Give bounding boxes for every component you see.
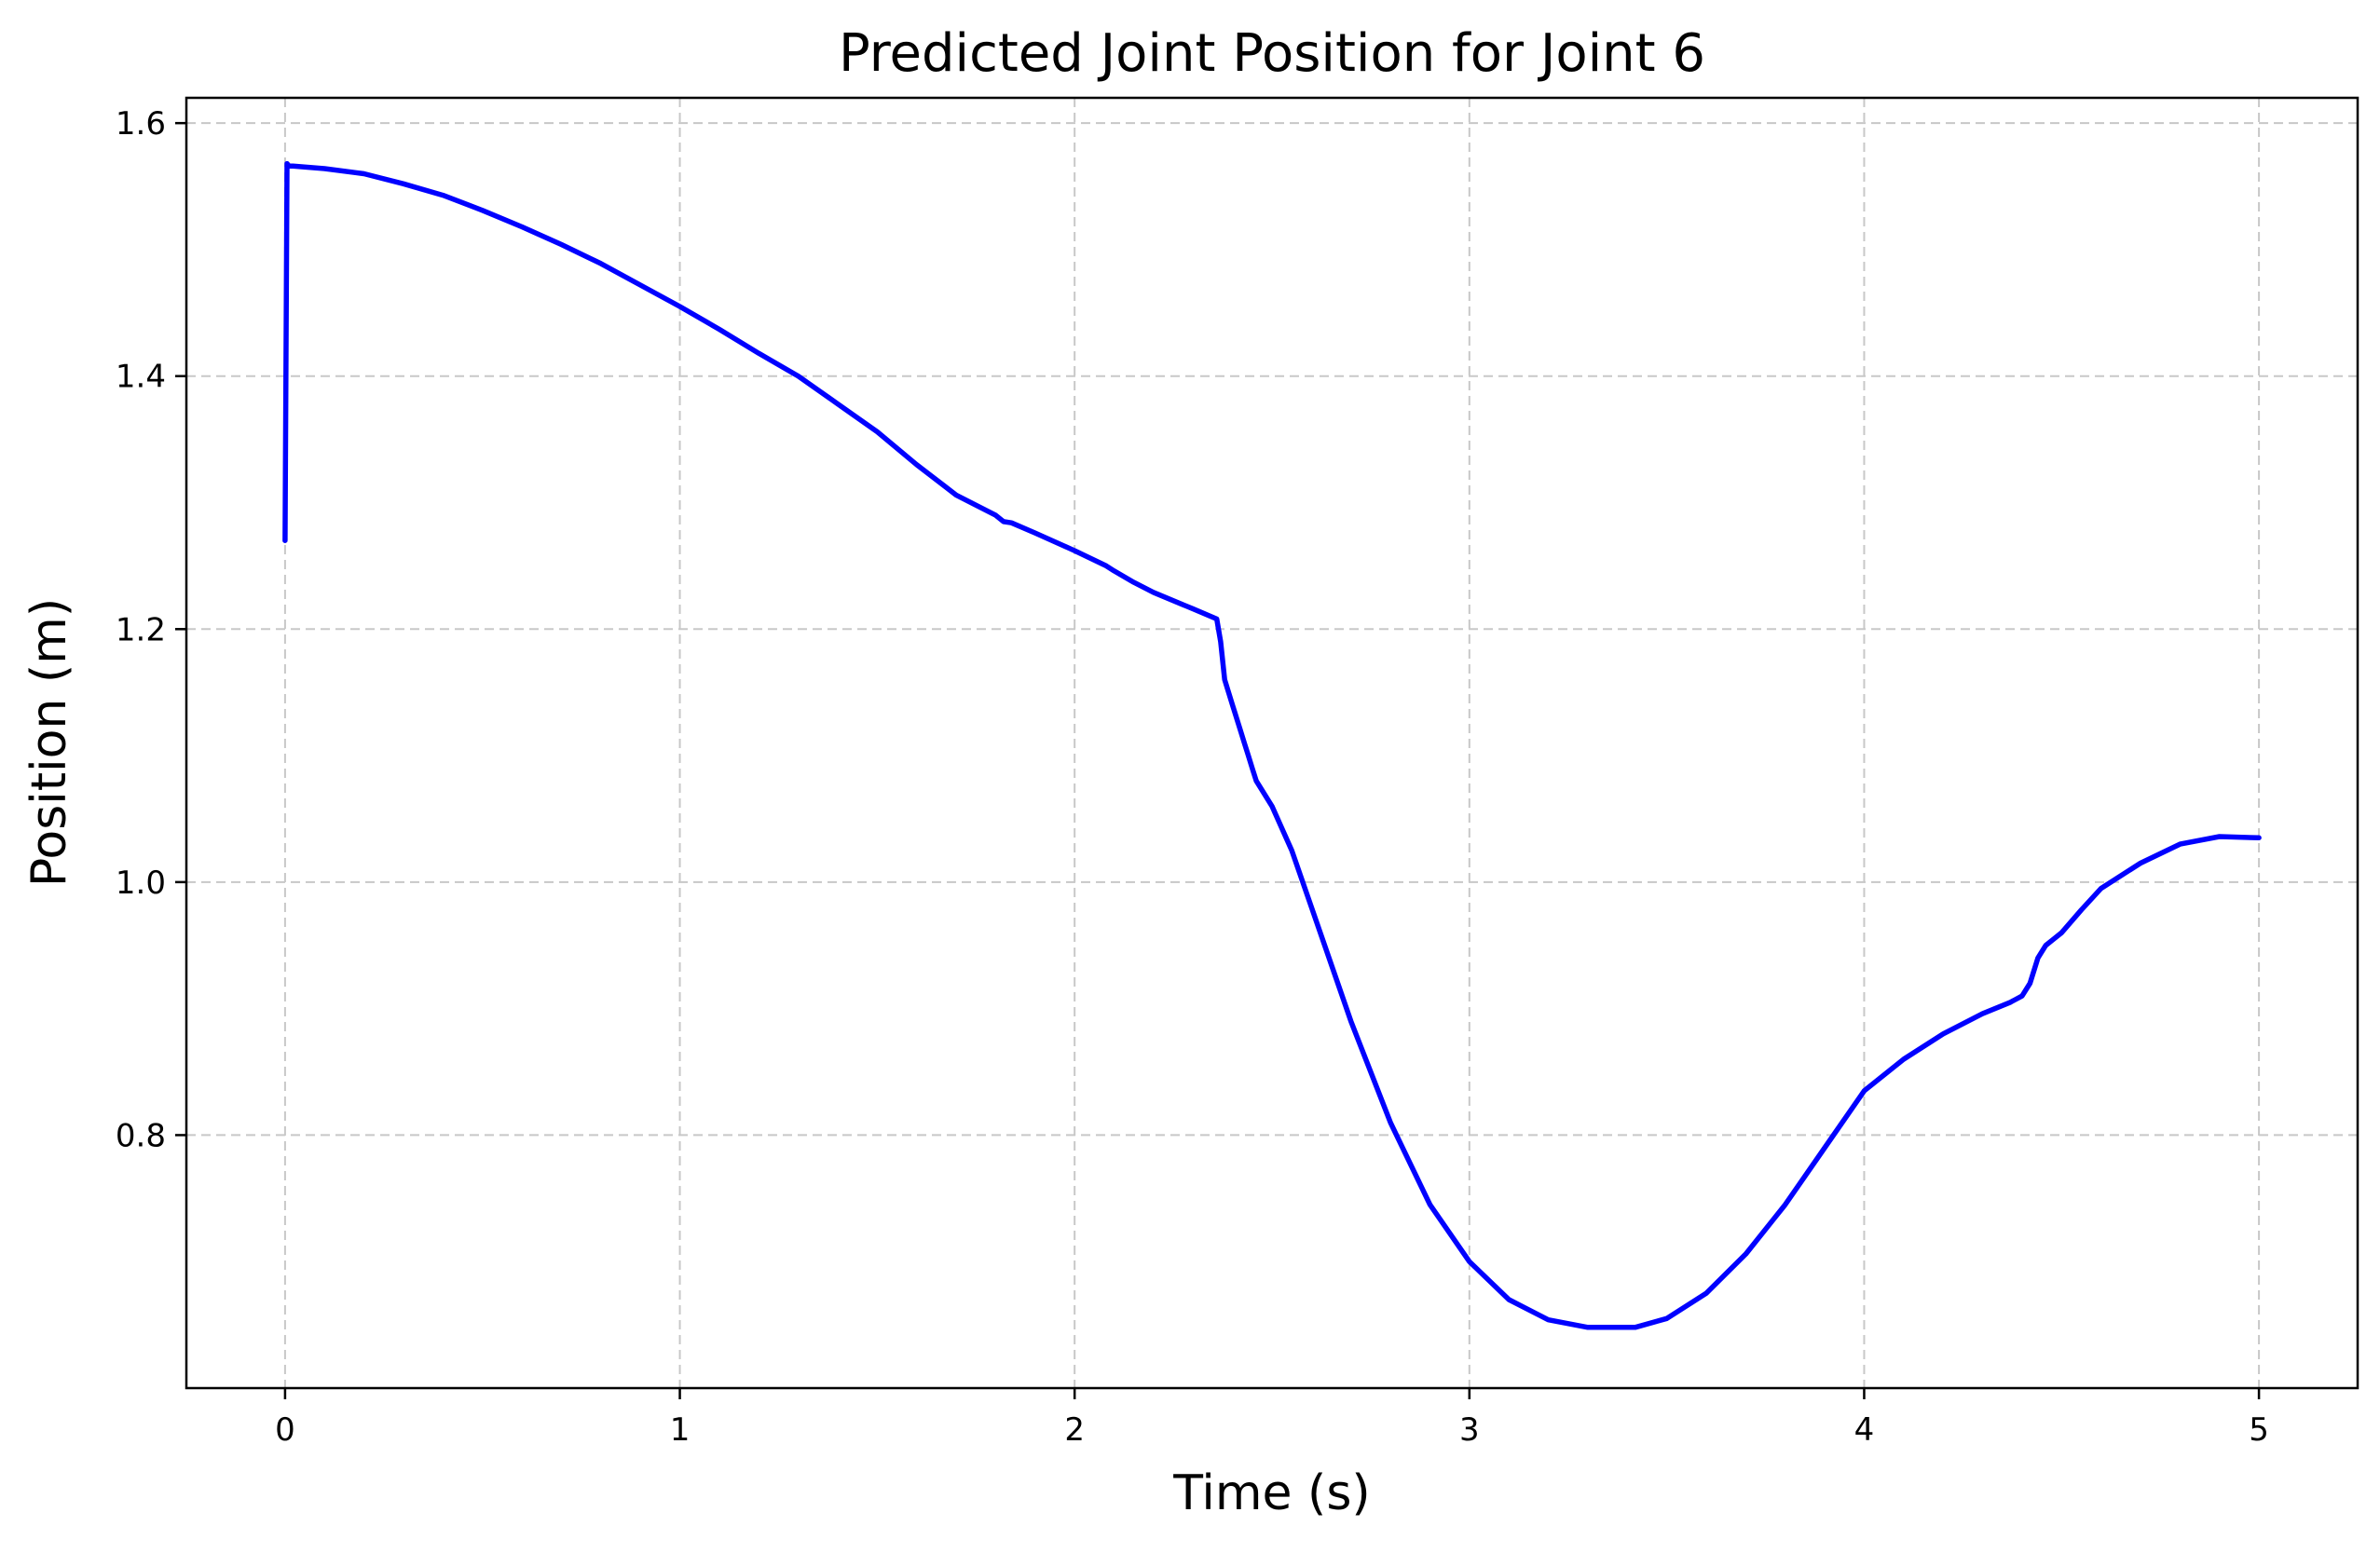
series-line-0 bbox=[282, 160, 2262, 1330]
x-axis-label: Time (s) bbox=[1172, 1465, 1370, 1521]
plot-frame bbox=[185, 96, 2359, 1390]
y-tick-label: 1.4 bbox=[116, 359, 166, 396]
x-tick-label: 2 bbox=[1064, 1411, 1085, 1449]
y-tick-label: 1.6 bbox=[116, 105, 166, 143]
y-tick-label: 1.2 bbox=[116, 611, 166, 648]
y-axis-label: Position (m) bbox=[21, 598, 77, 887]
y-tick-label: 1.0 bbox=[116, 865, 166, 902]
data-series bbox=[282, 160, 2262, 1330]
x-tick-label: 4 bbox=[1854, 1411, 1875, 1449]
grid-lines bbox=[186, 98, 2358, 1388]
x-tick-label: 3 bbox=[1459, 1411, 1480, 1449]
axis-ticks: 0 1 2 3 4 5 0.8 1.0 1.2 1.4 1.6 bbox=[116, 105, 2269, 1449]
x-tick-label: 1 bbox=[670, 1411, 691, 1449]
x-tick-label: 5 bbox=[2249, 1411, 2269, 1449]
x-tick-label: 0 bbox=[275, 1411, 295, 1449]
y-tick-label: 0.8 bbox=[116, 1117, 166, 1154]
chart-title: Predicted Joint Position for Joint 6 bbox=[839, 23, 1705, 84]
